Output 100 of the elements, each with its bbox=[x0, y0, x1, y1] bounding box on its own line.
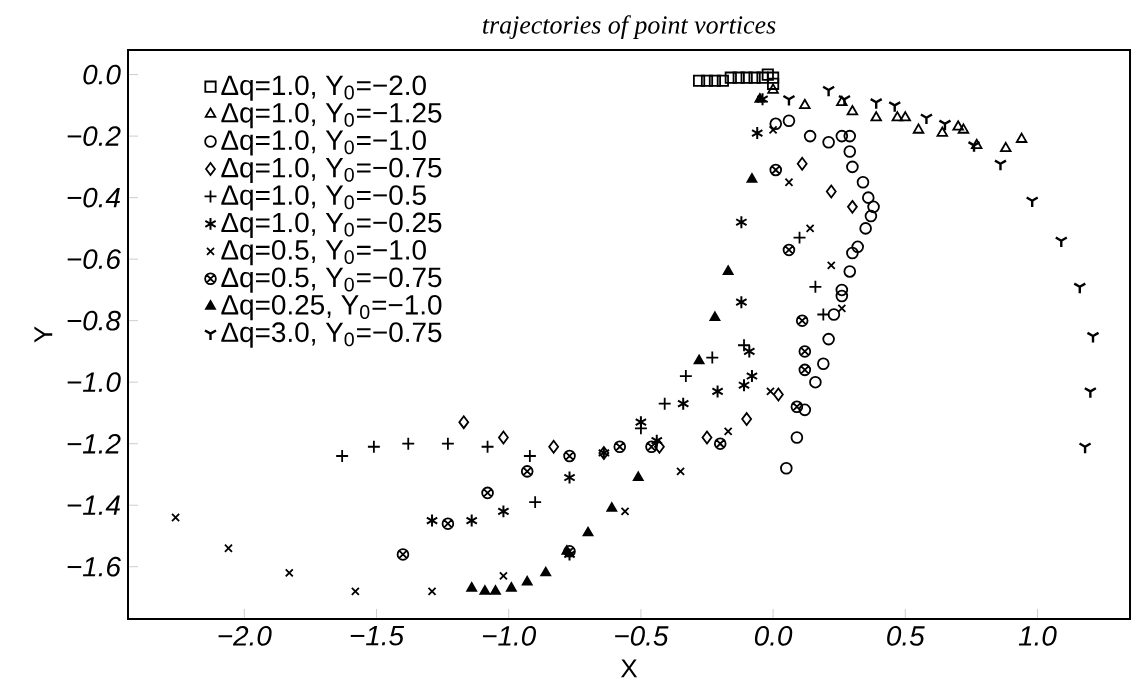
point bbox=[1086, 331, 1100, 344]
legend-label: Δq=1.0, Y$_{0}$=−0.5 bbox=[221, 185, 426, 211]
point bbox=[1083, 387, 1098, 399]
point bbox=[711, 384, 724, 399]
point bbox=[957, 123, 970, 134]
point bbox=[835, 283, 849, 297]
point bbox=[522, 449, 537, 463]
point bbox=[466, 582, 478, 592]
point bbox=[821, 85, 836, 98]
point bbox=[756, 71, 769, 84]
point bbox=[521, 576, 533, 586]
point bbox=[441, 517, 455, 530]
y-tick-label: −1.4 bbox=[67, 495, 120, 515]
point bbox=[540, 566, 552, 577]
x-axis-title: X bbox=[620, 659, 638, 678]
point bbox=[224, 543, 233, 553]
point bbox=[677, 396, 690, 411]
point bbox=[709, 311, 721, 322]
point bbox=[843, 129, 857, 143]
point bbox=[767, 71, 780, 84]
point bbox=[678, 369, 693, 383]
point bbox=[396, 548, 410, 561]
point bbox=[723, 426, 733, 436]
point bbox=[741, 412, 753, 426]
point bbox=[441, 436, 455, 451]
point bbox=[782, 114, 796, 128]
point bbox=[798, 345, 812, 358]
point bbox=[825, 184, 837, 199]
point bbox=[799, 98, 811, 110]
point bbox=[705, 350, 720, 365]
point bbox=[1073, 282, 1087, 295]
point bbox=[735, 215, 748, 230]
point bbox=[657, 396, 672, 411]
point bbox=[826, 260, 836, 270]
point bbox=[692, 74, 706, 87]
legend-label: Δq=0.25, Y$_{0}$=−1.0 bbox=[221, 294, 442, 321]
point bbox=[780, 462, 793, 475]
point bbox=[490, 585, 501, 595]
point bbox=[548, 439, 560, 454]
point bbox=[701, 430, 713, 445]
point bbox=[676, 466, 685, 476]
point bbox=[761, 68, 774, 81]
point bbox=[769, 163, 783, 177]
chart-title: trajectories of point vortices bbox=[483, 15, 776, 39]
point bbox=[936, 126, 949, 137]
point bbox=[458, 415, 470, 430]
point bbox=[1015, 132, 1028, 143]
point bbox=[632, 471, 644, 482]
point bbox=[798, 403, 812, 417]
point bbox=[746, 173, 758, 183]
point bbox=[171, 513, 181, 522]
point bbox=[809, 375, 822, 389]
point bbox=[708, 74, 722, 87]
point bbox=[737, 378, 751, 393]
point bbox=[606, 502, 618, 512]
point bbox=[563, 470, 576, 485]
point bbox=[740, 71, 753, 84]
point bbox=[837, 94, 852, 107]
point bbox=[899, 111, 912, 122]
point bbox=[773, 387, 784, 402]
point bbox=[520, 465, 534, 478]
point bbox=[465, 513, 478, 528]
point bbox=[1000, 141, 1012, 153]
point bbox=[822, 332, 835, 346]
y-tick-label: −0.8 bbox=[67, 310, 121, 331]
point bbox=[620, 506, 630, 516]
y-tick-label: −1.0 bbox=[67, 372, 121, 393]
y-tick-label: −0.4 bbox=[67, 187, 120, 208]
point bbox=[847, 199, 858, 214]
point bbox=[1078, 442, 1092, 455]
y-tick-label: −1.6 bbox=[67, 556, 121, 577]
point bbox=[735, 295, 748, 310]
point bbox=[836, 95, 848, 106]
legend-label: Δq=1.0, Y$_{0}$=−0.75 bbox=[221, 157, 442, 184]
point bbox=[782, 94, 796, 107]
y-tick-label: −1.2 bbox=[67, 433, 121, 454]
point bbox=[427, 586, 437, 596]
point bbox=[582, 526, 594, 537]
point bbox=[505, 582, 517, 592]
point bbox=[846, 105, 859, 116]
point bbox=[796, 156, 808, 171]
x-tick-label: −1.5 bbox=[350, 626, 405, 646]
point bbox=[817, 357, 830, 370]
point bbox=[528, 495, 543, 509]
y-axis-title: Y bbox=[34, 326, 53, 343]
legend-label: Δq=0.5, Y$_{0}$=−0.75 bbox=[221, 267, 442, 293]
point bbox=[792, 230, 807, 245]
point bbox=[864, 209, 878, 223]
point bbox=[425, 513, 439, 528]
point bbox=[367, 439, 381, 454]
point bbox=[767, 83, 779, 94]
x-tick-label: 1.0 bbox=[1018, 626, 1057, 646]
point bbox=[846, 160, 859, 174]
point bbox=[867, 200, 880, 214]
point bbox=[751, 126, 764, 141]
point bbox=[563, 547, 576, 562]
point bbox=[732, 71, 745, 84]
point bbox=[1025, 196, 1039, 209]
point bbox=[634, 415, 648, 430]
point bbox=[790, 431, 804, 444]
